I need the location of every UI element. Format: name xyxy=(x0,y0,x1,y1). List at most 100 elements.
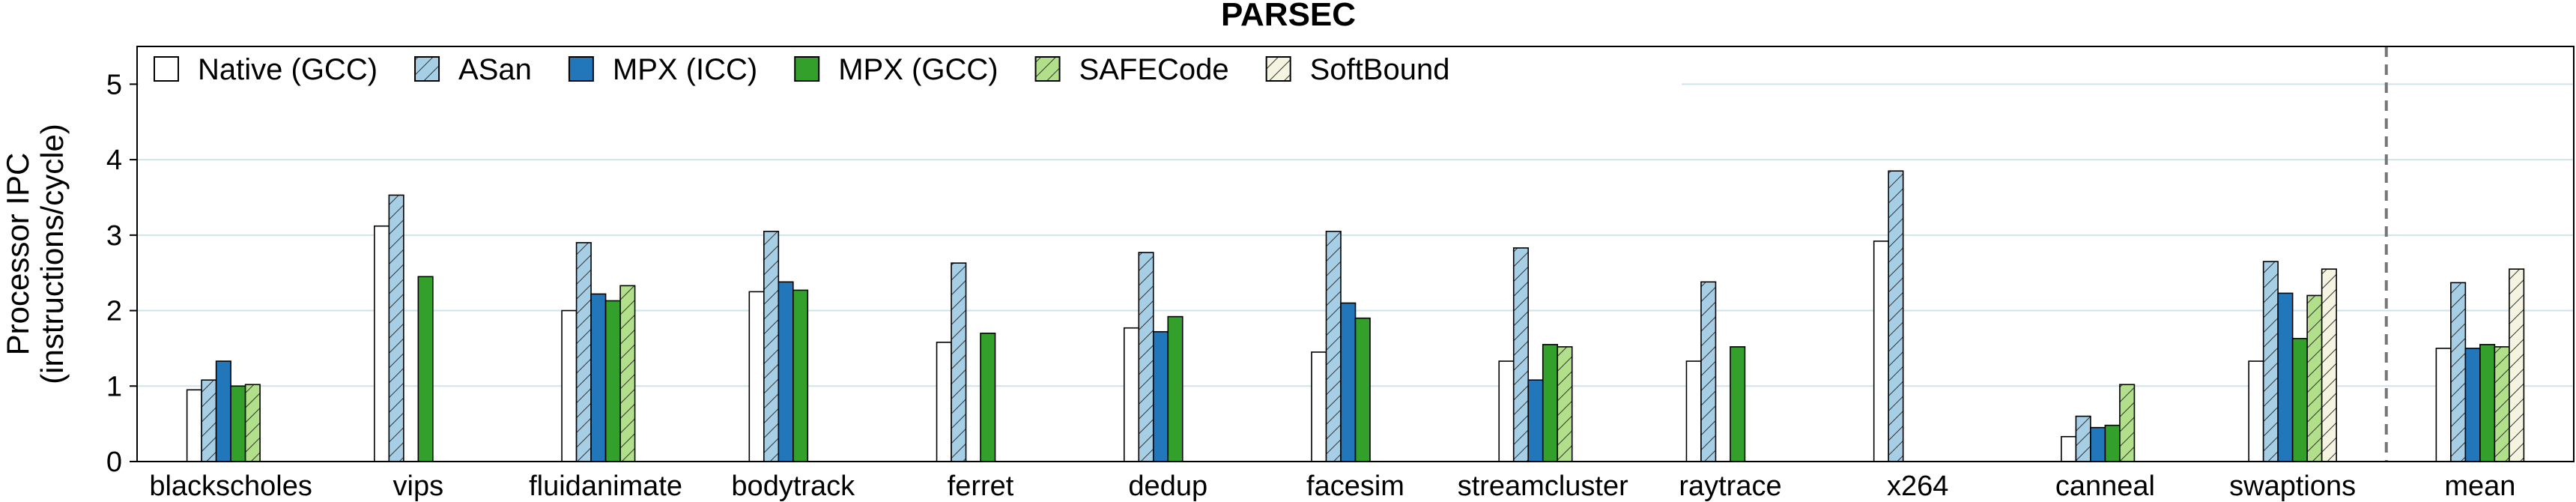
y-tick-label: 1 xyxy=(106,371,122,402)
x-tick-label: bodytrack xyxy=(731,471,855,502)
x-tick-label: raytrace xyxy=(1679,471,1781,502)
bar-group-raytrace xyxy=(1685,281,1746,462)
bar-mpx-gcc--vips xyxy=(417,276,434,462)
bar-native-gcc--ferret xyxy=(936,342,952,462)
legend-item: SoftBound xyxy=(1265,53,1450,86)
bar-safecode-fluidanimate xyxy=(619,285,636,462)
bar-asan-bodytrack xyxy=(763,230,780,462)
bar-safecode-canneal xyxy=(2119,384,2136,462)
y-axis-label-line: Processor IPC xyxy=(0,153,35,356)
bar-asan-ferret xyxy=(951,262,967,462)
y-tick-label: 0 xyxy=(106,447,122,478)
y-tick-label: 3 xyxy=(106,220,122,252)
legend-background xyxy=(139,48,1682,91)
bar-mpx-gcc--dedup xyxy=(1167,315,1184,462)
y-tick-label: 4 xyxy=(106,145,122,176)
legend-item: MPX (GCC) xyxy=(794,53,998,86)
bar-mpx-icc--facesim xyxy=(1340,302,1357,462)
bar-native-gcc--blackscholes xyxy=(186,389,202,462)
x-tick-label: fluidanimate xyxy=(529,471,682,502)
bar-softbound-mean xyxy=(2509,268,2525,462)
x-tick-label: mean xyxy=(2444,471,2515,502)
bar-native-gcc--mean xyxy=(2435,348,2452,462)
legend-swatch xyxy=(794,56,820,82)
legend-label: SoftBound xyxy=(1310,53,1450,86)
bar-group-bodytrack xyxy=(748,230,809,462)
x-tick-label: streamcluster xyxy=(1458,471,1628,502)
bar-safecode-streamcluster xyxy=(1557,346,1573,462)
bar-mpx-gcc--blackscholes xyxy=(230,385,246,462)
bar-group-mean xyxy=(2435,268,2525,462)
bar-asan-dedup xyxy=(1138,252,1154,462)
bar-native-gcc--fluidanimate xyxy=(561,309,578,462)
bar-group-facesim xyxy=(1311,230,1371,462)
bar-native-gcc--bodytrack xyxy=(748,291,765,462)
legend-item: ASan xyxy=(414,53,532,86)
legend-swatch xyxy=(414,56,440,82)
chart-title: PARSEC xyxy=(1221,0,1356,33)
bar-mpx-gcc--mean xyxy=(2479,344,2496,462)
bar-safecode-blackscholes xyxy=(244,384,261,462)
bar-mpx-gcc--streamcluster xyxy=(1542,344,1559,462)
legend-item: Native (GCC) xyxy=(154,53,378,86)
bar-mpx-gcc--bodytrack xyxy=(793,289,809,462)
x-tick-label: swaptions xyxy=(2229,471,2356,502)
bar-softbound-swaptions xyxy=(2321,268,2337,462)
legend-label: ASan xyxy=(458,53,532,86)
bar-asan-streamcluster xyxy=(1512,247,1530,462)
x-tick-label: vips xyxy=(393,471,444,502)
legend-swatch xyxy=(1265,56,1291,82)
x-tick-label: dedup xyxy=(1128,471,1207,502)
bar-mpx-icc--dedup xyxy=(1152,330,1169,462)
bar-asan-raytrace xyxy=(1700,281,1717,462)
y-axis-label: Processor IPC (instructions/cycle) xyxy=(0,124,70,384)
bar-native-gcc--vips xyxy=(374,225,390,462)
bar-mpx-icc--swaptions xyxy=(2277,292,2294,462)
bar-mpx-gcc--fluidanimate xyxy=(604,300,621,462)
bar-group-streamcluster xyxy=(1498,247,1573,462)
x-tick-label: facesim xyxy=(1306,471,1404,502)
legend-label: SAFECode xyxy=(1079,53,1229,86)
x-tick-label: canneal xyxy=(2055,471,2155,502)
bar-mpx-gcc--swaptions xyxy=(2291,338,2308,462)
bar-native-gcc--streamcluster xyxy=(1498,360,1515,462)
bar-mpx-gcc--canneal xyxy=(2104,424,2121,462)
bar-asan-facesim xyxy=(1325,230,1342,462)
x-tick-label: x264 xyxy=(1887,471,1948,502)
bar-group-blackscholes xyxy=(186,360,261,462)
bar-native-gcc--x264 xyxy=(1873,241,1889,462)
y-tick-label: 5 xyxy=(106,69,122,100)
bar-mpx-gcc--ferret xyxy=(980,332,996,462)
bar-native-gcc--dedup xyxy=(1123,327,1140,462)
x-tick-label: blackscholes xyxy=(149,471,312,502)
x-axis-labels: blackscholes vips fluidanimate bodytrack fer… xyxy=(149,471,2515,502)
bar-safecode-swaptions xyxy=(2306,294,2323,462)
bar-mpx-gcc--facesim xyxy=(1354,317,1371,462)
bar-asan-canneal xyxy=(2075,415,2091,462)
bar-native-gcc--swaptions xyxy=(2248,360,2264,462)
bar-group-swaptions xyxy=(2248,261,2337,462)
y-axis-label-line: (instructions/cycle) xyxy=(34,124,70,384)
legend-swatch xyxy=(1034,56,1061,82)
y-axis-ticks: 0 1 2 3 4 5 xyxy=(106,69,137,478)
y-tick-label: 2 xyxy=(106,296,122,327)
x-tick-label: ferret xyxy=(948,471,1014,502)
bar-asan-blackscholes xyxy=(201,379,217,462)
bar-native-gcc--canneal xyxy=(2061,435,2077,462)
bar-mpx-icc--canneal xyxy=(2090,426,2106,462)
bar-group-fluidanimate xyxy=(561,242,636,462)
bar-asan-vips xyxy=(388,194,404,462)
legend-item: SAFECode xyxy=(1034,53,1229,86)
bar-mpx-gcc--raytrace xyxy=(1730,346,1746,462)
bar-group-ferret xyxy=(936,262,996,462)
bar-asan-x264 xyxy=(1888,170,1904,462)
legend-swatch xyxy=(568,56,594,82)
bar-group-x264 xyxy=(1873,170,1904,462)
bar-asan-mean xyxy=(2450,282,2467,462)
bar-mpx-icc--mean xyxy=(2464,348,2481,462)
bar-group-canneal xyxy=(2061,384,2136,462)
legend-label: Native (GCC) xyxy=(198,53,378,86)
bar-native-gcc--facesim xyxy=(1311,351,1327,462)
bar-group-dedup xyxy=(1123,252,1184,462)
